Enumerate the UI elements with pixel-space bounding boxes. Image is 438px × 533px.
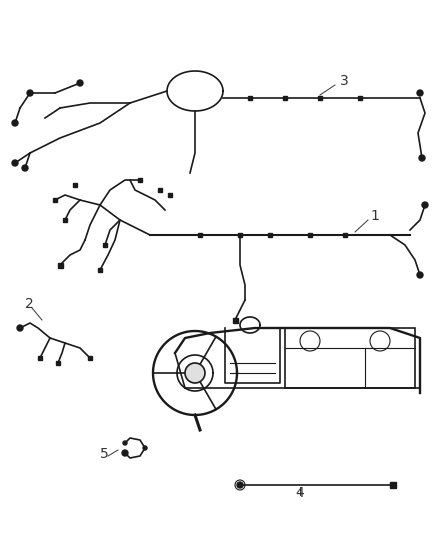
Bar <box>248 96 252 100</box>
Bar <box>233 318 237 322</box>
Circle shape <box>237 482 243 488</box>
Bar <box>283 96 287 100</box>
Bar <box>88 356 92 360</box>
Bar <box>57 262 63 268</box>
Circle shape <box>27 90 33 96</box>
Circle shape <box>417 90 423 96</box>
Circle shape <box>22 165 28 171</box>
Circle shape <box>12 160 18 166</box>
Bar <box>285 328 415 388</box>
Bar <box>343 233 347 237</box>
Bar <box>158 188 162 192</box>
Text: 3: 3 <box>340 74 349 88</box>
Bar <box>56 361 60 365</box>
Bar <box>73 183 77 187</box>
Bar <box>103 243 107 247</box>
Bar <box>198 233 202 237</box>
Bar <box>38 356 42 360</box>
Text: 4: 4 <box>295 486 304 500</box>
Bar <box>168 193 172 197</box>
Bar <box>358 96 362 100</box>
Circle shape <box>77 80 83 86</box>
Circle shape <box>123 441 127 445</box>
Bar <box>238 233 242 237</box>
Circle shape <box>143 446 147 450</box>
Circle shape <box>422 202 428 208</box>
Bar <box>98 268 102 272</box>
Text: 1: 1 <box>370 209 379 223</box>
Circle shape <box>17 325 23 331</box>
Text: 2: 2 <box>25 297 34 311</box>
Circle shape <box>419 155 425 161</box>
Circle shape <box>12 120 18 126</box>
Circle shape <box>417 272 423 278</box>
Bar <box>53 198 57 202</box>
Bar <box>63 218 67 222</box>
Bar <box>308 233 312 237</box>
Bar <box>268 233 272 237</box>
Bar <box>390 482 396 488</box>
Text: 5: 5 <box>100 447 109 461</box>
Circle shape <box>122 450 128 456</box>
Bar <box>138 178 142 182</box>
Circle shape <box>185 363 205 383</box>
Bar <box>318 96 322 100</box>
